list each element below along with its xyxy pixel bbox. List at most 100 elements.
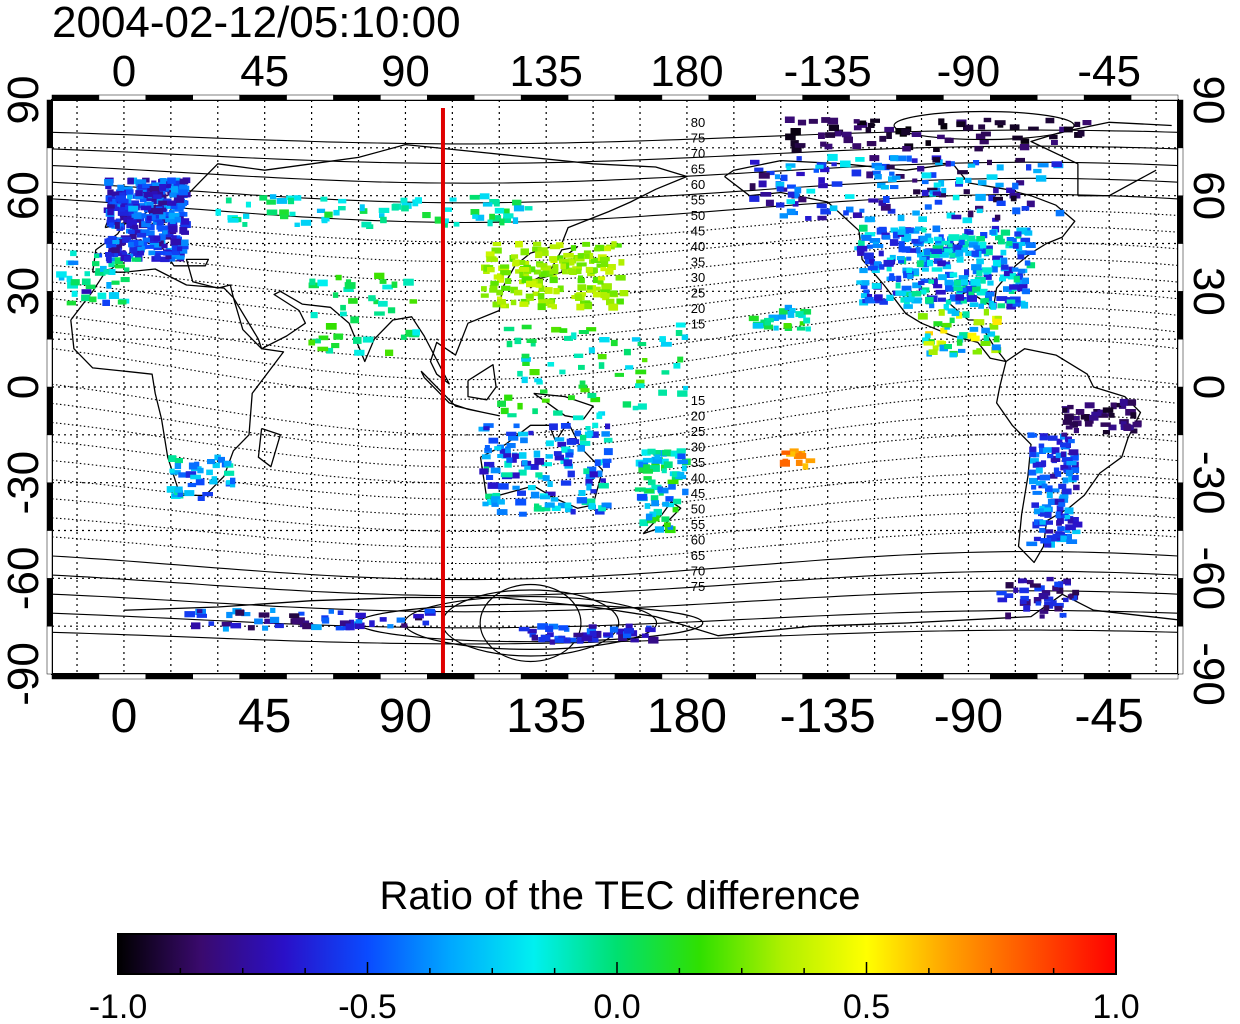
tec-data-cell (997, 597, 1008, 603)
tec-data-cell (991, 344, 1001, 351)
tec-data-cell (511, 453, 520, 459)
tec-data-cell (1028, 469, 1037, 476)
tec-data-cell (177, 490, 184, 497)
tec-data-cell (589, 471, 598, 478)
tec-data-cell (589, 630, 597, 638)
tec-data-cell (1065, 524, 1076, 531)
tec-data-cell (535, 283, 542, 288)
tec-data-cell (1003, 271, 1010, 277)
tec-data-cell (533, 269, 541, 275)
contour-label: 40 (691, 239, 705, 254)
tec-data-cell (999, 274, 1011, 279)
tec-data-cell (81, 294, 91, 302)
tec-data-cell (174, 458, 183, 464)
contour-label: 15 (691, 317, 705, 332)
frame-bar-segment (661, 673, 710, 680)
tec-data-cell (168, 455, 177, 462)
tec-data-cell (992, 318, 1002, 325)
tec-data-cell (1066, 533, 1072, 540)
tec-data-cell (288, 197, 295, 205)
tec-data-cell (878, 250, 884, 257)
tec-data-cell (70, 279, 80, 286)
tec-data-cell (500, 264, 510, 269)
tec-data-cell (161, 243, 168, 249)
tec-data-cell (1038, 443, 1045, 448)
tec-data-cell (1039, 520, 1048, 525)
tec-data-cell (600, 478, 606, 483)
tec-data-cell (549, 244, 561, 250)
tec-data-cell (1042, 447, 1053, 453)
tec-data-cell (482, 501, 489, 507)
tec-data-cell (211, 476, 218, 481)
tec-data-cell (508, 436, 519, 441)
tec-data-cell (898, 241, 905, 247)
tec-data-cell (634, 487, 646, 492)
tec-data-cell (527, 485, 536, 491)
tec-data-cell (298, 611, 305, 616)
frame-bar-segment (1177, 386, 1184, 436)
tec-data-cell (153, 245, 163, 251)
tec-data-cell (863, 252, 874, 260)
tec-data-cell (168, 212, 180, 220)
tec-data-cell (975, 205, 984, 210)
tec-data-cell (1089, 414, 1099, 421)
tec-data-cell (883, 259, 894, 267)
tec-data-cell (963, 124, 974, 131)
tec-data-cell (135, 179, 147, 186)
tec-data-cell (917, 313, 928, 320)
frame-bar-segment (1130, 673, 1179, 680)
tec-data-cell (789, 448, 799, 454)
tec-data-cell (143, 237, 150, 242)
tec-data-cell (980, 232, 988, 239)
tec-data-cell (1016, 244, 1023, 252)
contour-label: 55 (691, 517, 705, 532)
frame-bar-segment (1177, 99, 1184, 149)
tec-data-cell (135, 190, 143, 197)
tec-data-cell (677, 453, 686, 460)
tec-data-cell (642, 358, 648, 363)
tec-data-cell (911, 158, 918, 163)
tec-data-cell (1132, 421, 1142, 428)
tec-data-cell (485, 251, 495, 258)
tec-data-cell (979, 241, 987, 249)
tec-data-cell (818, 183, 828, 189)
tec-data-cell (401, 623, 408, 628)
contour-label: 60 (691, 533, 705, 548)
tec-data-cell (996, 164, 1004, 171)
tec-data-cell (218, 456, 225, 463)
tec-data-cell (980, 131, 991, 137)
tec-data-cell (1071, 475, 1079, 481)
tec-data-cell (592, 291, 601, 298)
tec-data-cell (489, 287, 497, 293)
tec-data-cell (630, 638, 639, 643)
tec-data-cell (906, 248, 917, 253)
tec-data-cell (498, 483, 509, 490)
tec-data-cell (1059, 126, 1067, 133)
tec-data-cell (533, 241, 542, 247)
tec-data-cell (1067, 594, 1074, 599)
tec-data-cell (280, 214, 289, 220)
tec-data-cell (1032, 490, 1042, 495)
tec-data-cell (1033, 508, 1044, 515)
tec-data-cell (949, 272, 958, 278)
contour-line (52, 193, 1178, 224)
tec-data-cell (108, 212, 114, 219)
tec-data-cell (616, 298, 624, 305)
tec-data-cell (518, 626, 530, 632)
tec-data-cell (662, 501, 670, 507)
tec-data-cell (1091, 411, 1102, 416)
top-axis-tick-label: 180 (650, 47, 723, 96)
tec-data-cell (644, 489, 654, 494)
tec-data-cell (94, 253, 100, 259)
tec-data-cell (639, 519, 649, 527)
tec-data-cell (649, 511, 657, 518)
tec-data-cell (207, 459, 215, 465)
tec-data-cell (615, 274, 626, 281)
tec-data-cell (616, 628, 626, 635)
tec-data-cell (842, 131, 852, 138)
tec-data-cell (158, 200, 168, 206)
tec-data-cell (537, 247, 548, 254)
tec-data-cell (843, 210, 849, 216)
tec-data-cell (983, 117, 992, 123)
